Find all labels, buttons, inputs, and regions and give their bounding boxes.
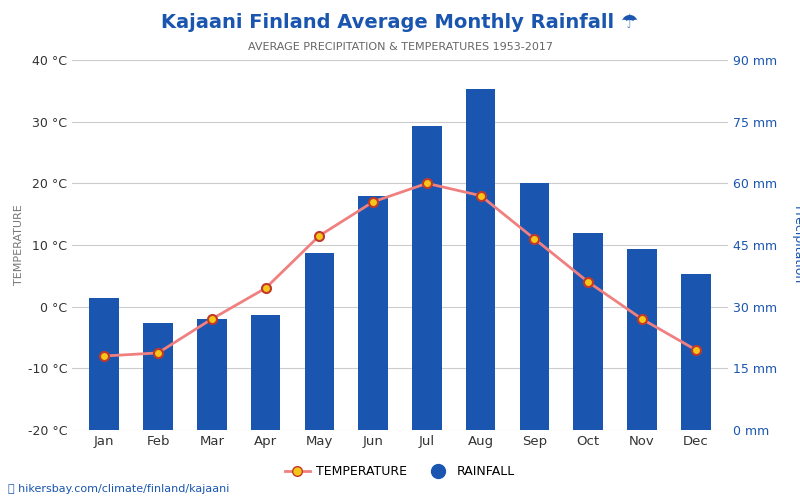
Y-axis label: TEMPERATURE: TEMPERATURE [14,204,24,286]
Bar [250,315,280,430]
Bar [681,274,710,430]
Bar [305,253,334,430]
Text: AVERAGE PRECIPITATION & TEMPERATURES 1953-2017: AVERAGE PRECIPITATION & TEMPERATURES 195… [247,42,553,52]
Text: 📍 hikersbay.com/climate/finland/kajaani: 📍 hikersbay.com/climate/finland/kajaani [8,484,230,494]
Text: Kajaani Finland Average Monthly Rainfall ☂: Kajaani Finland Average Monthly Rainfall… [162,12,638,32]
Bar [627,249,657,430]
Bar [197,319,226,430]
Legend: TEMPERATURE, RAINFALL: TEMPERATURE, RAINFALL [280,460,520,483]
Bar [520,184,550,430]
Bar [143,323,173,430]
Bar [90,298,119,430]
Bar [412,126,442,430]
Bar [574,232,603,430]
Bar [466,89,495,430]
Y-axis label: Precipitation: Precipitation [791,206,800,284]
Bar [358,196,388,430]
